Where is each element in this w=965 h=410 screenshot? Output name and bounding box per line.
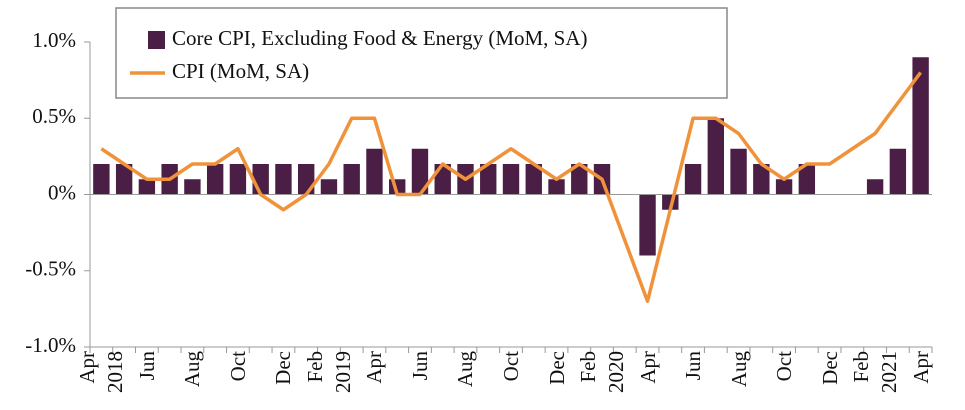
bar [480,164,497,195]
y-tick-label: 0% [48,180,76,204]
bar [525,164,542,195]
bar [343,164,360,195]
bar [775,179,793,195]
x-tick-label: Jun [407,351,432,381]
y-tick-label: -0.5% [25,257,76,281]
bar [320,179,338,195]
bar [366,148,383,195]
bar [502,164,520,195]
legend-label: Core CPI, Excluding Food & Energy (MoM, … [172,26,588,50]
bar [866,179,884,195]
x-tick-label: Feb 2019 [302,351,355,393]
x-tick-label: Jun [134,351,159,381]
y-tick-label: 1.0% [32,28,76,52]
x-tick-label: Apr [908,351,933,384]
x-tick-label: Dec [544,351,569,385]
x-tick-label: Aug [180,351,205,388]
bar [184,179,201,195]
bar [548,179,565,195]
legend-box [115,7,728,99]
bar [684,164,702,195]
legend-label: CPI (MoM, SA) [172,59,309,83]
x-tick-label: Apr [362,351,387,384]
x-tick-label: Feb 2020 [576,351,629,393]
bar [206,164,224,195]
bar [753,164,770,195]
line [100,71,923,303]
bar [229,164,247,195]
bar [798,164,816,195]
x-tick-label: Apr 2018 [75,351,128,393]
bar [730,148,747,195]
bar [571,164,588,195]
bar [275,164,292,195]
bar [115,164,133,195]
legend-swatch [148,31,165,49]
bar [912,57,929,195]
x-tick-label: Dec [817,351,842,385]
x-tick-label: Jun [681,351,706,381]
x-tick-label: Apr [635,351,660,384]
bar [411,148,429,195]
y-tick-label: 0.5% [32,104,76,128]
x-tick-label: Oct [772,351,797,382]
x-tick-label: Oct [225,351,250,382]
x-tick-label: Aug [453,351,478,388]
x-tick-label: Feb 2021 [849,351,902,393]
x-tick-label: Dec [271,351,296,385]
bar [889,148,907,195]
bar [707,118,725,195]
bar [138,179,156,195]
x-tick-label: Oct [499,351,523,382]
bar [93,164,110,195]
x-tick-label: Aug [726,351,751,388]
bar [639,194,656,256]
y-tick-label: -1.0% [25,333,76,357]
bar [297,164,315,195]
